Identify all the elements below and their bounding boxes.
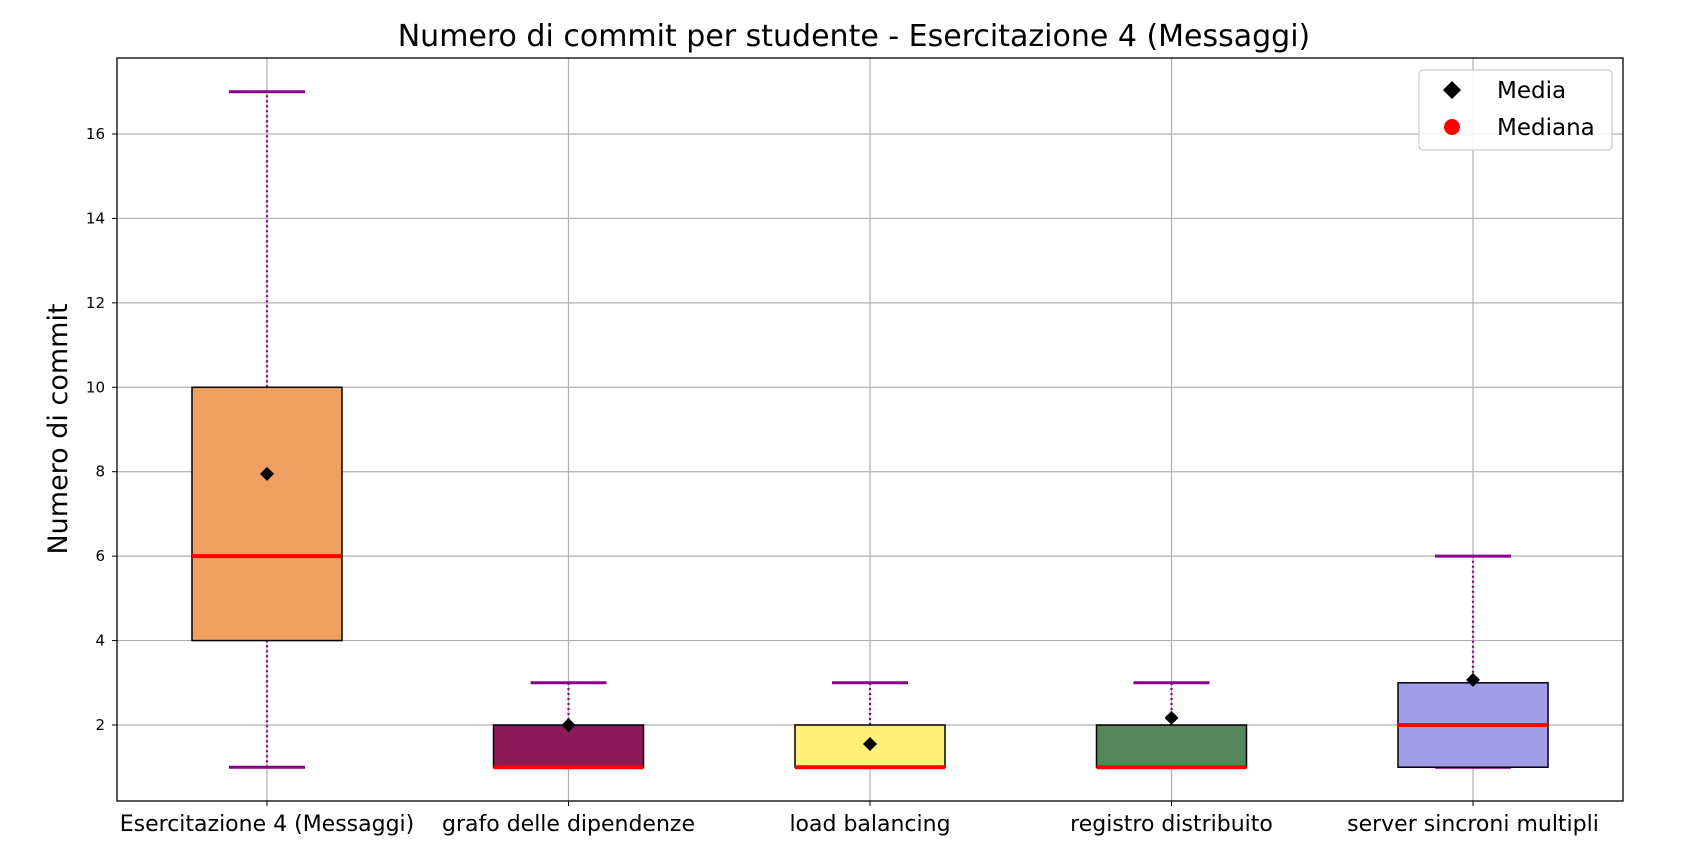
legend-median-marker [1444,119,1460,135]
box-group [191,90,343,769]
legend-label: Media [1497,78,1566,104]
y-tick-label: 14 [86,209,105,227]
legend-frame [1418,69,1613,151]
y-tick-label: 2 [95,716,105,734]
x-tick-label: grafo delle dipendenze [442,812,695,837]
legend: Media Mediana [1418,69,1613,151]
box-group [794,681,946,770]
box-group [1397,554,1549,769]
chart-title: Numero di commit per studente - Esercita… [398,19,1311,54]
x-tick-label: server sincroni multipli [1347,812,1599,837]
axes-layer: 2 4 6 8 10 12 14 16 Esercitazione 4 (Messaggi) gr… [86,57,1624,837]
y-axis-label: Numero di commit [43,303,74,554]
mean-marker [1466,672,1480,687]
x-tick-label: load balancing [789,812,950,837]
legend-label: Mediana [1497,115,1595,141]
y-tick-label: 4 [95,632,105,650]
iqr-box [492,724,645,768]
y-tick-label: 6 [95,547,105,565]
y-tick-label: 10 [86,378,105,396]
iqr-box [191,386,343,642]
x-tick-label: Esercitazione 4 (Messaggi) [120,812,415,837]
mean-marker [863,737,877,752]
y-tick-label: 16 [86,125,105,143]
boxes-layer [191,90,1549,770]
legend-mean-marker [1443,81,1461,99]
mean-marker [260,466,274,481]
box-group [492,681,645,770]
x-tick-label: registro distribuito [1070,812,1273,837]
mean-marker [561,718,576,733]
box-group [1095,681,1248,770]
iqr-box [1095,724,1248,768]
y-tick-label: 8 [95,463,105,481]
y-tick-label: 12 [86,294,105,312]
mean-marker [1164,710,1179,725]
